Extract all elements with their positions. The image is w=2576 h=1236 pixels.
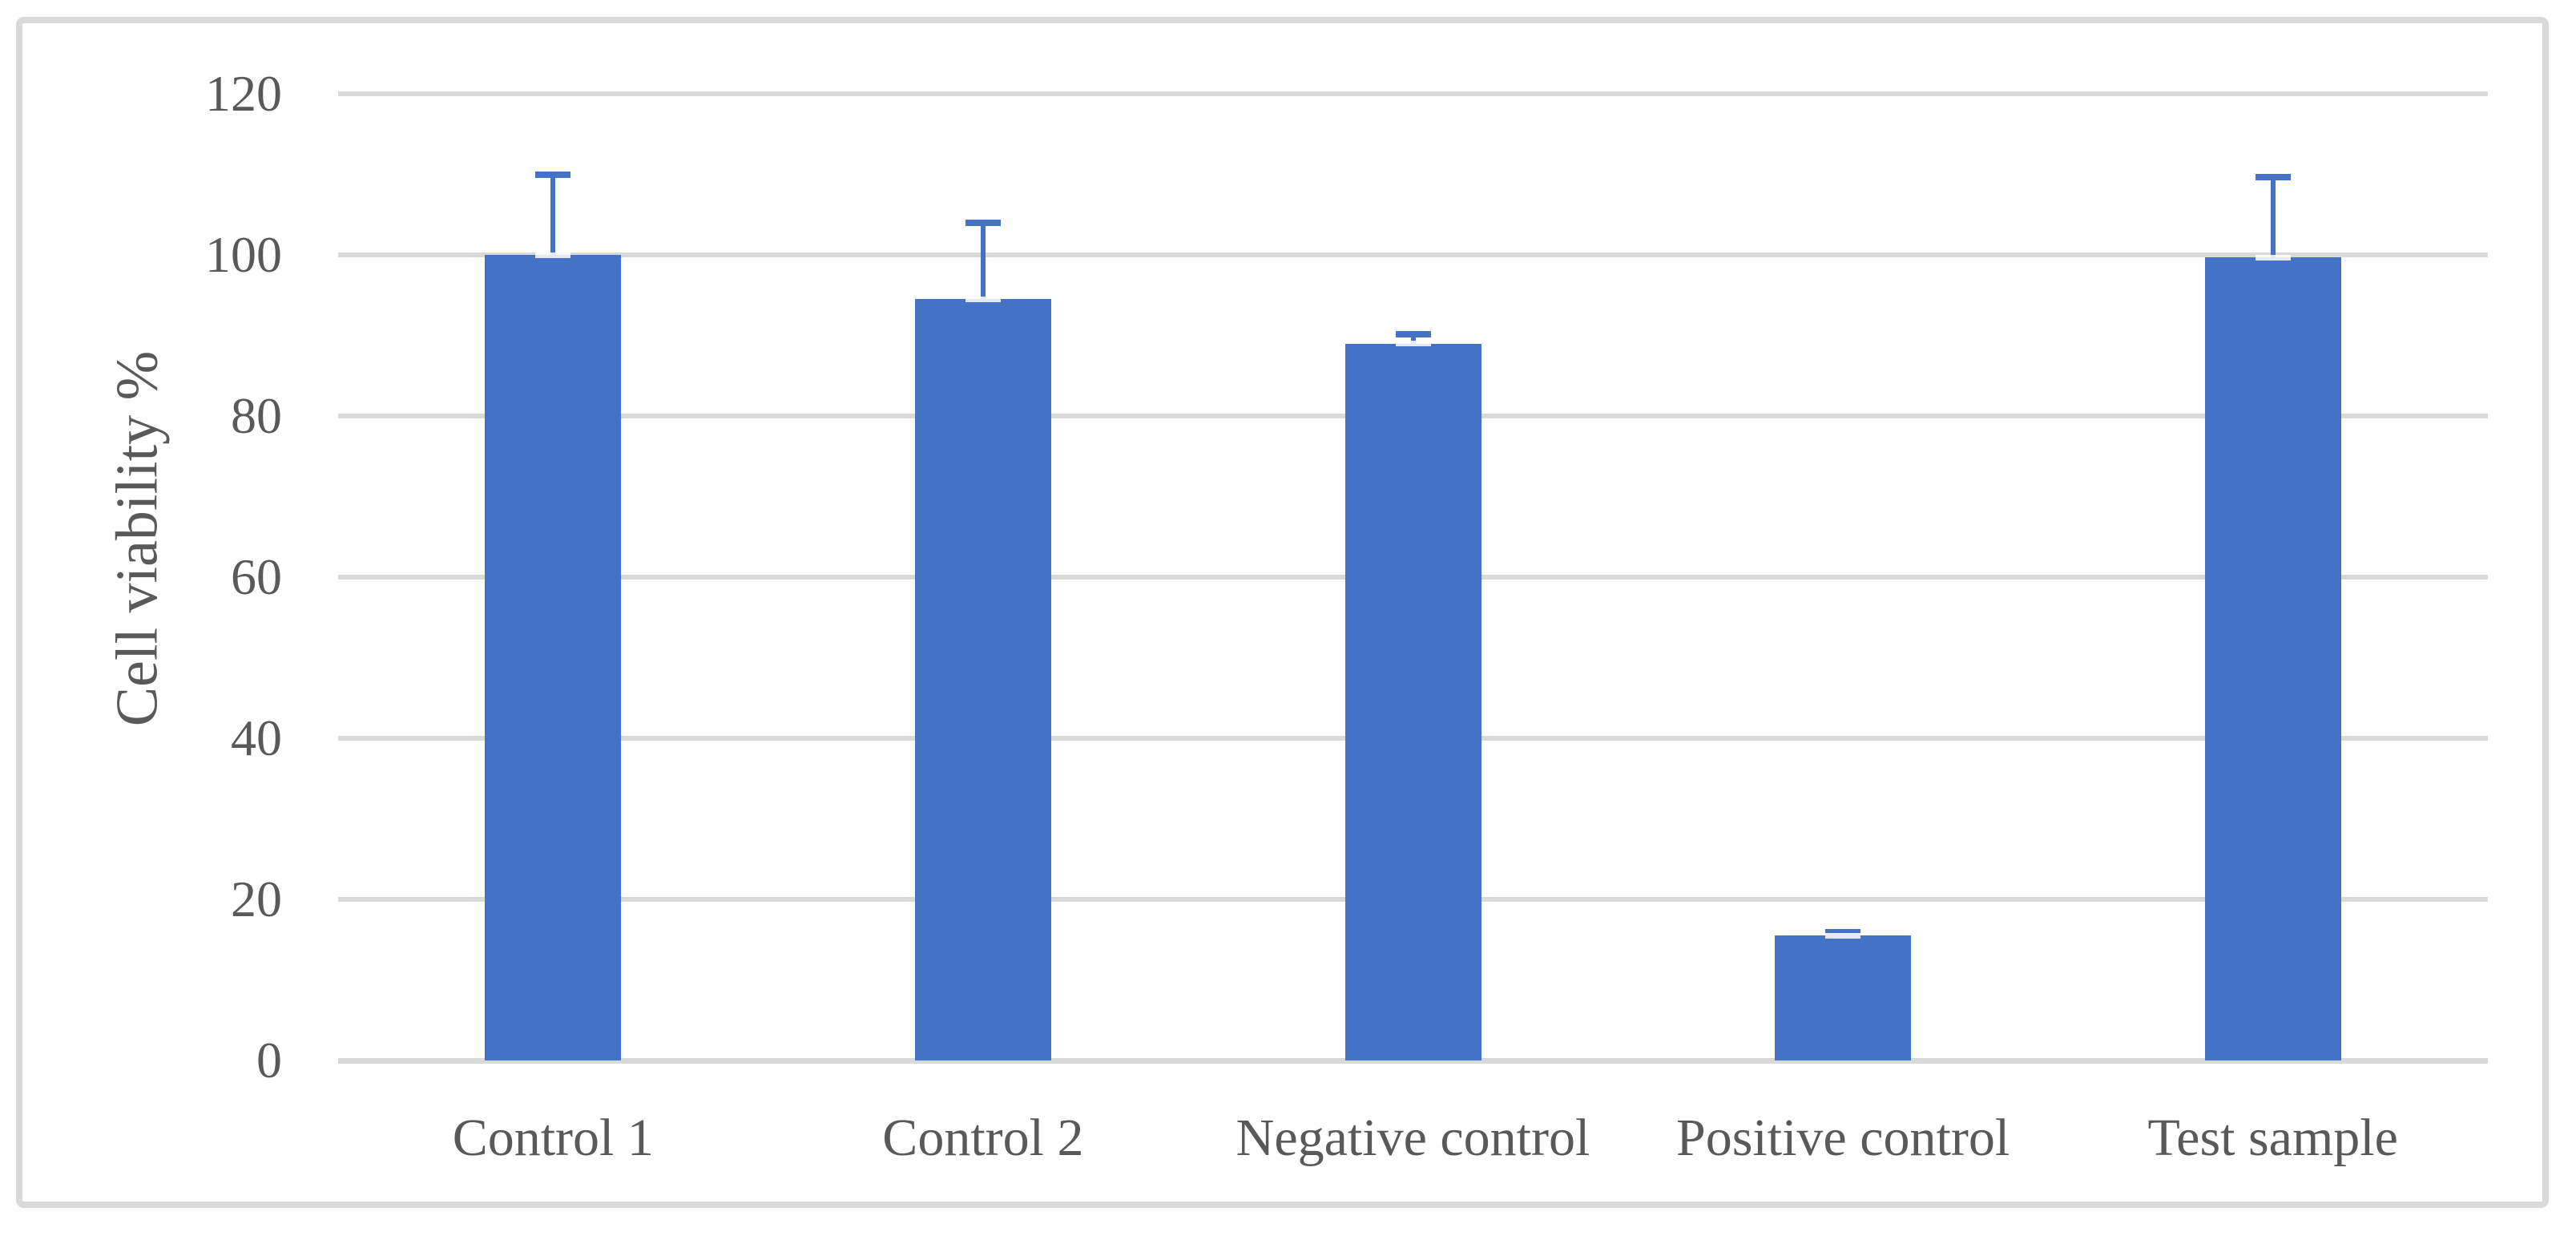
x-category-label: Control 1	[452, 1109, 654, 1167]
plot-area	[338, 91, 2488, 1064]
gridline	[338, 252, 2488, 257]
y-tick-label: 0	[256, 1032, 282, 1089]
bar	[1775, 935, 1912, 1060]
error-bar-top-cap	[2255, 173, 2291, 180]
error-bar-top-cap	[1395, 330, 1431, 337]
error-bar-base-cap	[1395, 341, 1431, 347]
error-bar-top-cap	[535, 171, 571, 178]
bar	[2204, 257, 2341, 1060]
error-bar-top-cap	[965, 219, 1001, 226]
x-category-label: Positive control	[1676, 1109, 2010, 1167]
error-bar-line	[980, 222, 986, 300]
x-axis-line	[338, 1057, 2488, 1064]
error-bar-line	[2270, 176, 2276, 258]
bar	[1344, 343, 1482, 1060]
error-bar-base-cap	[2255, 254, 2291, 261]
y-tick-label: 60	[231, 548, 282, 605]
x-category-label: Control 2	[882, 1109, 1084, 1167]
bar	[485, 255, 622, 1060]
x-category-label: Test sample	[2147, 1109, 2398, 1167]
y-tick-label: 40	[231, 709, 282, 766]
x-category-label: Negative control	[1236, 1109, 1590, 1167]
y-tick-label: 120	[205, 65, 282, 122]
error-bar-base-cap	[965, 296, 1001, 302]
y-tick-label: 20	[231, 870, 282, 927]
gridline	[338, 91, 2488, 96]
error-bar-line	[1410, 333, 1416, 344]
chart-frame	[16, 17, 2549, 1208]
error-bar-line	[550, 174, 556, 255]
error-bar-top-cap	[1825, 929, 1861, 936]
y-tick-label: 80	[231, 387, 282, 444]
bar	[914, 299, 1051, 1060]
error-bar-base-cap	[535, 252, 571, 258]
error-bar-base-cap	[1825, 932, 1861, 939]
y-tick-label: 100	[205, 226, 282, 283]
